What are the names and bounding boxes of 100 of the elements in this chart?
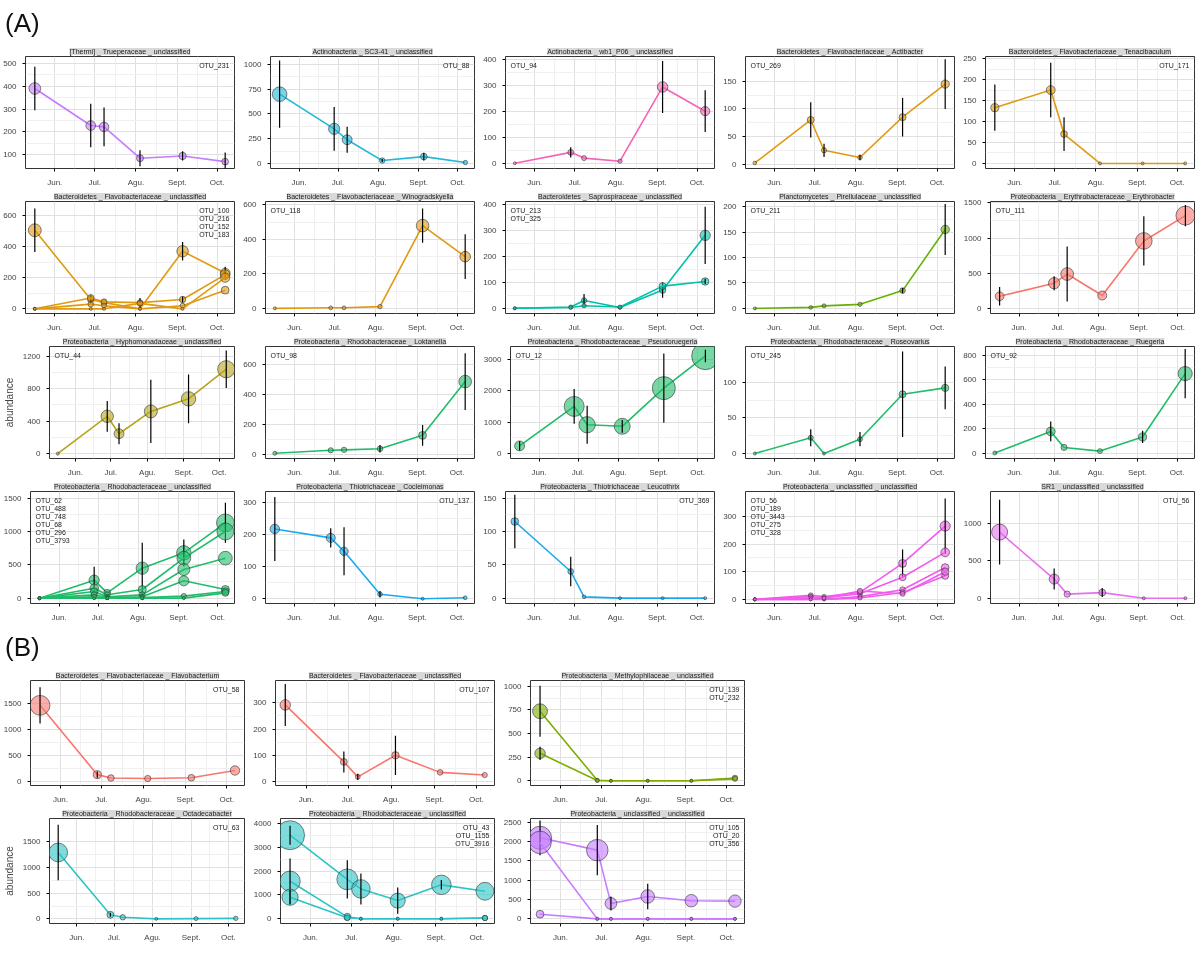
x-tick-label: Agu. <box>367 322 385 332</box>
y-tick-label: 2000 <box>483 386 503 396</box>
x-tick-label: Jun. <box>67 467 83 477</box>
y-tick-label: 750 <box>248 84 263 94</box>
x-tick-label: Sept. <box>174 467 194 477</box>
x-tick-label: Jun. <box>1011 612 1027 622</box>
y-axis-title: abundance <box>3 845 15 896</box>
x-tick-label: Agu. <box>635 932 652 942</box>
x-tick-label: Jun. <box>298 794 314 804</box>
y-tick-label: 1000 <box>483 417 503 427</box>
x-tick-label: Jul. <box>345 932 358 942</box>
x-tick-label: Jul. <box>808 467 821 477</box>
x-tick-label: Sept. <box>426 932 446 942</box>
x-tick-label: Sept. <box>409 177 428 187</box>
x-tick-label: Sept. <box>407 612 427 622</box>
x-tick-label: Oct. <box>449 467 465 477</box>
y-tick-label: 200 <box>723 539 738 549</box>
x-tick-label: Oct. <box>1169 467 1185 477</box>
x-tick-label: Agu. <box>1090 612 1107 622</box>
y-tick-label: 0 <box>972 449 978 459</box>
x-tick-label: Sept. <box>407 322 427 332</box>
x-tick-label: Jul. <box>328 322 341 332</box>
x-tick-label: Jun. <box>527 322 543 332</box>
y-tick-label: 200 <box>483 251 498 261</box>
y-tick-label: 200 <box>243 530 258 540</box>
x-tick-label: Jun. <box>1007 467 1023 477</box>
y-tick-label: 0 <box>972 158 978 168</box>
y-tick-label: 400 <box>483 199 498 209</box>
x-tick-label: Oct. <box>689 612 705 622</box>
x-tick-label: Oct. <box>929 177 945 187</box>
y-tick-label: 1000 <box>3 725 23 735</box>
y-tick-label: 250 <box>508 752 523 762</box>
y-tick-label: 50 <box>727 413 738 423</box>
y-tick-label: 500 <box>508 895 523 905</box>
x-tick-label: Jun. <box>767 467 783 477</box>
y-tick-label: 100 <box>253 750 268 760</box>
y-tick-label: 500 <box>968 268 983 278</box>
x-tick-label: Agu. <box>607 322 625 332</box>
x-tick-label: Sept. <box>169 612 188 622</box>
y-tick-label: 0 <box>36 914 42 924</box>
y-tick-label: 400 <box>963 399 978 409</box>
x-tick-label: Jun. <box>767 322 783 332</box>
y-tick-label: 500 <box>508 728 523 738</box>
x-tick-label: Jun. <box>1011 322 1027 332</box>
y-tick-label: 0 <box>252 449 258 459</box>
x-tick-label: Jul. <box>88 177 101 187</box>
y-tick-label: 0 <box>17 593 23 603</box>
y-tick-label: 0 <box>517 776 523 786</box>
x-tick-label: Jul. <box>1051 612 1065 622</box>
x-tick-label: Agu. <box>127 322 145 332</box>
y-tick-label: 0 <box>267 914 273 924</box>
y-tick-label: 500 <box>27 888 42 898</box>
y-tick-label: 500 <box>8 751 23 760</box>
x-tick-label: Agu. <box>135 794 152 804</box>
y-tick-label: 150 <box>483 493 498 503</box>
x-tick-label: Jun. <box>47 322 63 332</box>
y-tick-label: 800 <box>963 350 978 360</box>
x-tick-label: Agu. <box>367 467 385 477</box>
x-tick-label: Jun. <box>287 612 303 622</box>
y-tick-label: 0 <box>12 304 18 314</box>
y-tick-label: 100 <box>483 132 498 142</box>
y-tick-label: 100 <box>723 567 738 577</box>
x-tick-label: Oct. <box>210 612 225 622</box>
x-tick-label: Sept. <box>887 467 907 477</box>
x-tick-label: Agu. <box>130 612 147 622</box>
x-tick-label: Jul. <box>328 612 341 622</box>
x-tick-label: Agu. <box>127 177 145 187</box>
x-tick-label: Jul. <box>95 794 108 804</box>
y-tick-label: 200 <box>483 106 498 116</box>
x-tick-label: Jun. <box>552 794 569 804</box>
y-tick-label: 1500 <box>22 837 42 847</box>
x-tick-label: Agu. <box>383 794 400 804</box>
y-tick-label: 600 <box>963 375 978 385</box>
x-tick-label: Agu. <box>370 177 387 187</box>
y-tick-label: 1000 <box>503 875 523 885</box>
y-tick-label: 200 <box>3 273 18 283</box>
x-tick-label: Jun. <box>69 932 85 942</box>
y-tick-label: 250 <box>248 134 263 144</box>
x-tick-label: Sept. <box>647 177 667 187</box>
y-tick-label: 400 <box>243 234 258 244</box>
y-tick-label: 600 <box>243 359 258 369</box>
x-tick-label: Jul. <box>91 612 105 622</box>
x-tick-label: Oct. <box>469 794 484 804</box>
x-tick-label: Jun. <box>51 612 67 622</box>
x-tick-label: Agu. <box>1087 177 1105 187</box>
y-tick-label: 1200 <box>22 351 42 361</box>
x-tick-label: Sept. <box>167 177 187 187</box>
y-tick-label: 3000 <box>253 842 273 852</box>
x-tick-label: Sept. <box>425 794 444 804</box>
y-tick-label: 500 <box>8 560 23 570</box>
y-tick-label: 2000 <box>253 866 273 876</box>
y-tick-label: 600 <box>3 211 18 220</box>
x-tick-label: Jun. <box>1007 177 1023 187</box>
x-tick-label: Agu. <box>1090 322 1107 332</box>
x-tick-label: Agu. <box>847 322 865 332</box>
x-tick-label: Oct. <box>450 177 465 187</box>
x-tick-label: Jul. <box>595 794 608 804</box>
y-tick-label: 300 <box>483 225 498 235</box>
x-tick-label: Jul. <box>1048 467 1061 477</box>
y-tick-label: 300 <box>3 104 18 114</box>
